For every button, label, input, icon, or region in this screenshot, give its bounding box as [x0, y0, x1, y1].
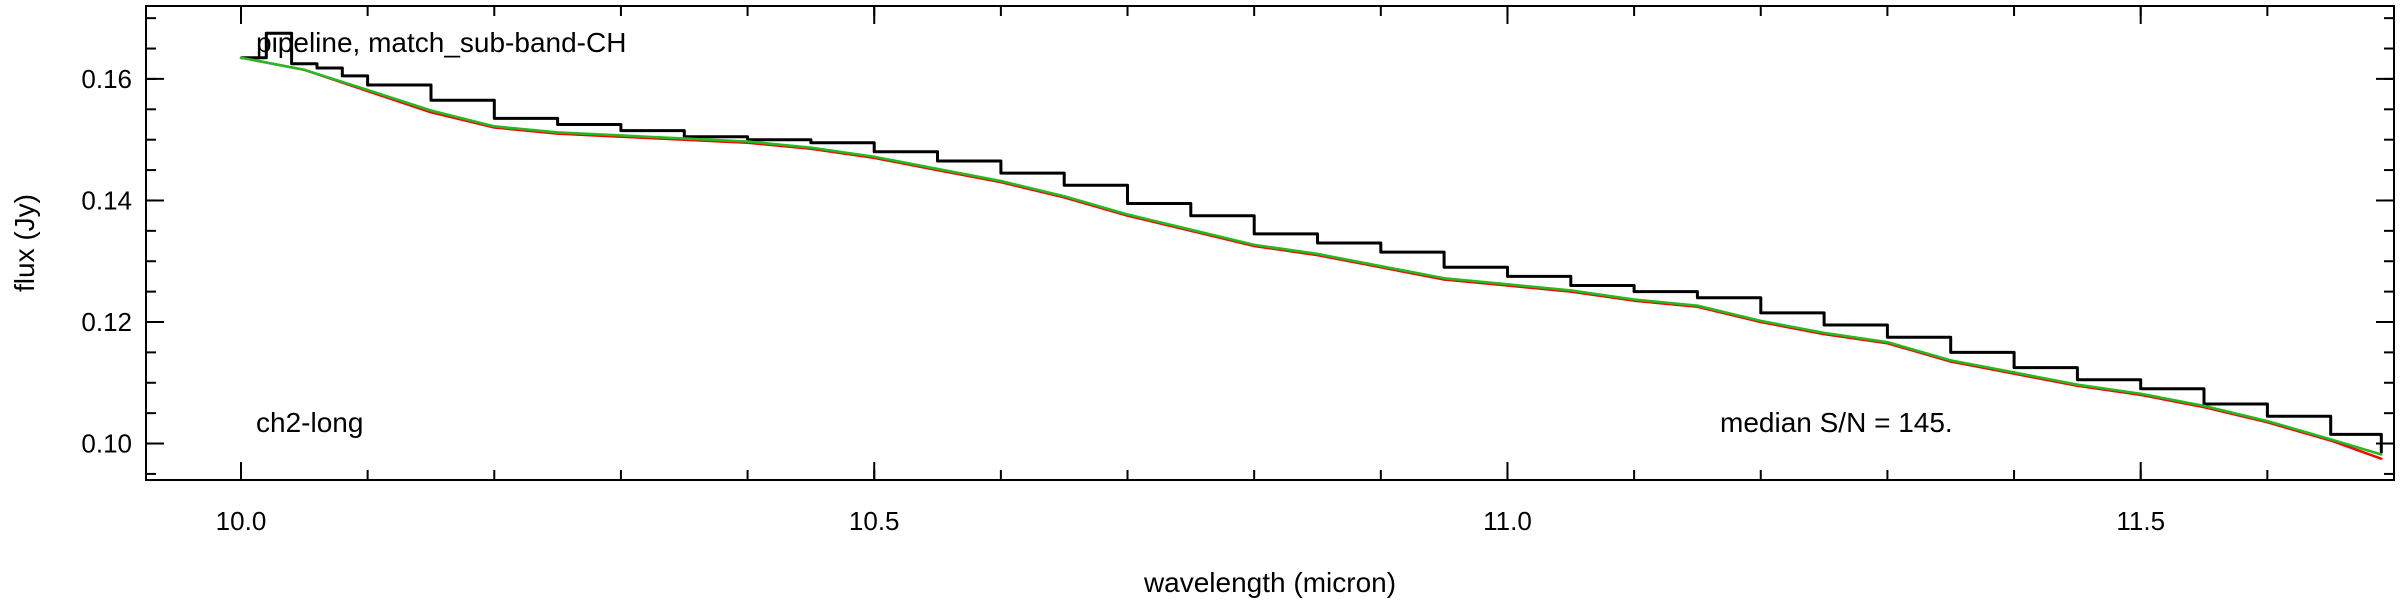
data-point [1696, 296, 1699, 299]
data-point [303, 68, 306, 72]
data-point [619, 129, 623, 132]
data-point [809, 146, 813, 149]
data-point [1379, 264, 1383, 268]
data-point [1189, 214, 1193, 217]
data-point [2076, 383, 2079, 386]
data-point [873, 150, 876, 153]
y-tick-label: 0.12 [81, 307, 132, 337]
x-axis-title: wavelength (micron) [1143, 567, 1396, 598]
data-point [1379, 250, 1383, 254]
data-point [999, 179, 1003, 183]
data-point [1569, 284, 1573, 287]
data-point [290, 62, 293, 65]
data-point [429, 109, 433, 112]
data-point [1506, 283, 1509, 286]
x-tick-label: 10.5 [849, 506, 900, 536]
data-point [1696, 304, 1699, 307]
data-point [315, 66, 319, 70]
data-point [2076, 378, 2079, 381]
series-layer [239, 31, 2383, 460]
data-point [341, 74, 344, 78]
data-point [2266, 419, 2269, 423]
data-point [2380, 457, 2383, 460]
data-point [1822, 323, 1826, 327]
data-point [2012, 371, 2016, 374]
series-line-0 [241, 31, 2383, 453]
data-point [2202, 404, 2206, 408]
x-tick-label: 11.5 [2116, 506, 2165, 536]
data-point [1316, 252, 1319, 256]
data-point [265, 32, 268, 35]
data-point [746, 140, 749, 143]
y-tick-label: 0.14 [81, 185, 132, 215]
data-point [1126, 213, 1129, 216]
data-point [1569, 289, 1573, 292]
labels-layer: 10.0 10.5 11.0 11.5 0.10 0.12 0.14 0.16 [81, 64, 2165, 536]
data-point [1886, 340, 1889, 344]
data-point [1886, 336, 1889, 339]
data-point [1759, 311, 1763, 315]
data-point [366, 88, 369, 92]
data-point [1189, 228, 1193, 231]
x-tick-label: 10.0 [216, 506, 267, 536]
data-point [556, 131, 559, 134]
data-point [429, 99, 433, 102]
annotation-top-left: pipeline, match_sub-band-CH [256, 27, 626, 58]
data-point [1063, 184, 1066, 187]
data-point [1632, 290, 1636, 293]
data-point [873, 155, 876, 158]
data-point [2380, 453, 2383, 456]
data-point [493, 117, 496, 120]
data-point [2329, 438, 2332, 441]
data-point [493, 125, 496, 128]
data-point [2266, 415, 2269, 418]
data-point [1632, 298, 1636, 301]
y-tick-label: 0.10 [81, 429, 132, 459]
data-point [2139, 387, 2142, 390]
data-point [999, 171, 1003, 175]
annotation-bottom-right: median S/N = 145. [1720, 407, 1953, 438]
y-tick-label: 0.16 [81, 64, 132, 94]
data-point [683, 137, 686, 140]
data-point [936, 159, 939, 163]
data-point [1949, 359, 1952, 362]
data-point [2012, 366, 2016, 369]
plot-frame [145, 5, 2395, 481]
data-point [1063, 195, 1066, 198]
data-point [239, 56, 243, 59]
annotation-bottom-left: ch2-long [256, 407, 363, 438]
data-point [2139, 392, 2142, 395]
data-point [1442, 266, 1446, 269]
x-tick-label: 11.0 [1483, 506, 1532, 536]
data-point [619, 134, 623, 137]
data-point [936, 167, 939, 171]
y-axis-title: flux (Jy) [9, 194, 40, 292]
data-point [1949, 351, 1952, 354]
data-point [1126, 202, 1129, 205]
data-point [1253, 232, 1256, 236]
data-point [2329, 433, 2332, 436]
ticks-layer [146, 6, 2395, 480]
data-point [1822, 331, 1826, 335]
data-point [1506, 275, 1509, 278]
data-point [1316, 241, 1319, 245]
data-point [1442, 277, 1446, 280]
data-point [809, 141, 813, 144]
data-point [556, 123, 559, 126]
data-point [366, 83, 369, 87]
data-point [1759, 319, 1763, 322]
data-point [1253, 243, 1256, 246]
